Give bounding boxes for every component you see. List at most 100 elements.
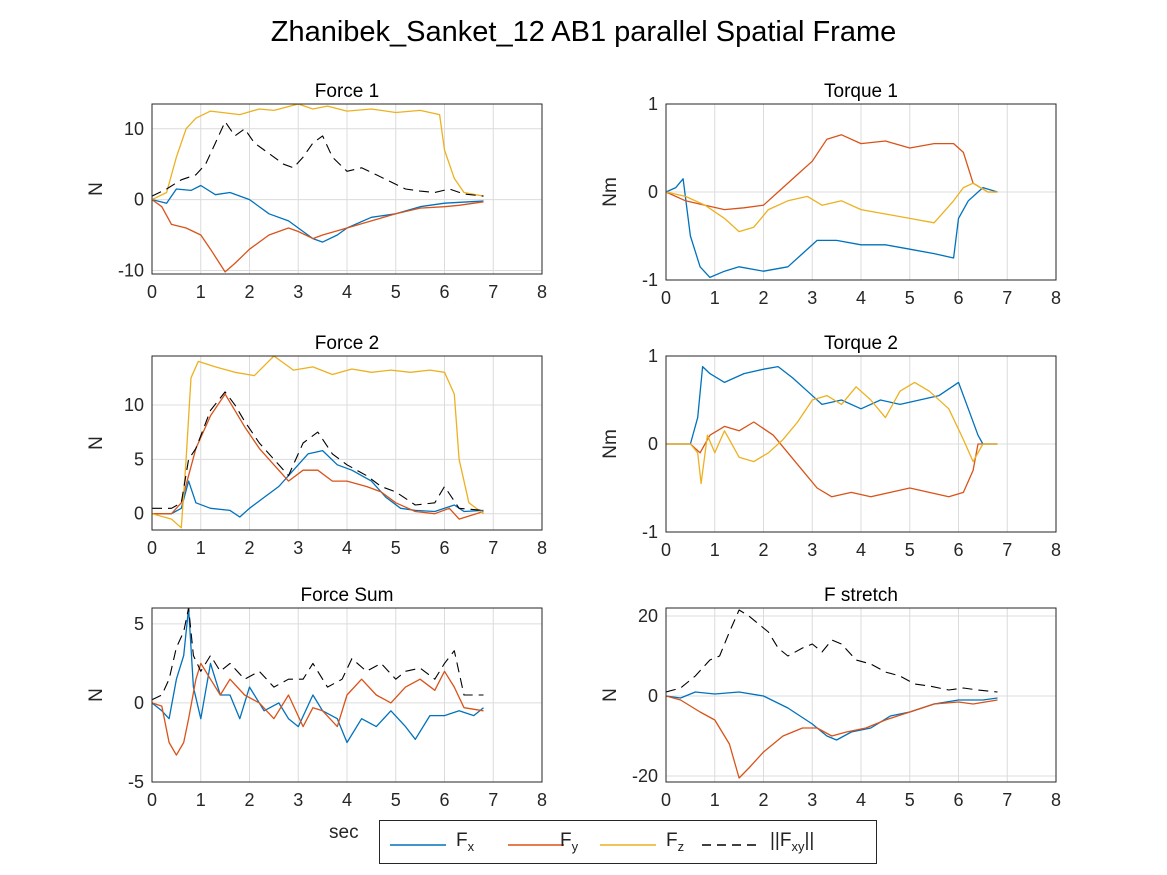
y-axis-label: N — [86, 436, 107, 450]
y-tick-label: 5 — [134, 614, 144, 634]
x-tick-label: 8 — [537, 790, 547, 810]
x-tick-label: 4 — [342, 790, 352, 810]
x-tick-label: 1 — [710, 540, 720, 560]
y-axis-label: N — [86, 688, 107, 702]
y-tick-label: -5 — [128, 772, 144, 792]
subplot-title: Force Sum — [301, 585, 394, 606]
x-tick-label: 5 — [905, 790, 915, 810]
y-tick-label: -1 — [642, 522, 658, 542]
x-tick-label: 4 — [856, 790, 866, 810]
legend-label: ||Fxy|| — [770, 830, 815, 854]
x-tick-label: 2 — [758, 540, 768, 560]
x-tick-label: 6 — [953, 540, 963, 560]
x-tick-label: 1 — [710, 790, 720, 810]
subplot-3: 0 1 2 3 4 5 6 7 8 0 5 10 Force 2 N — [86, 333, 547, 558]
series-line-fy — [666, 695, 998, 779]
y-axis-label: N — [86, 182, 107, 196]
figure-title: Zhanibek_Sanket_12 AB1 parallel Spatial … — [270, 16, 897, 48]
series-line-fz — [152, 356, 484, 529]
x-tick-label: 5 — [905, 540, 915, 560]
y-tick-label: 5 — [134, 449, 144, 469]
xlabel-left: sec — [329, 822, 359, 843]
x-tick-label: 2 — [758, 288, 768, 308]
subplot-title: Torque 2 — [824, 333, 898, 354]
x-tick-label: 3 — [293, 538, 303, 558]
x-tick-label: 3 — [293, 790, 303, 810]
y-tick-label: 0 — [134, 190, 144, 210]
x-tick-label: 4 — [856, 288, 866, 308]
axes-frame — [665, 607, 1057, 783]
axes-frame — [151, 355, 543, 531]
x-tick-label: 1 — [710, 288, 720, 308]
legend-item-fz: Fz — [380, 821, 876, 863]
y-tick-label: 0 — [134, 504, 144, 524]
x-tick-label: 2 — [244, 538, 254, 558]
x-tick-label: 2 — [244, 790, 254, 810]
x-tick-label: 2 — [758, 790, 768, 810]
x-tick-label: 7 — [1002, 288, 1012, 308]
x-tick-label: 3 — [807, 288, 817, 308]
x-tick-label: 2 — [244, 282, 254, 302]
x-tick-label: 5 — [905, 288, 915, 308]
series-line-fy — [152, 199, 484, 273]
x-tick-label: 8 — [1051, 540, 1061, 560]
y-axis-label: N — [600, 688, 621, 702]
series-line-fxy — [152, 121, 484, 197]
x-tick-label: 0 — [661, 790, 671, 810]
series-line-fx — [152, 184, 484, 243]
x-tick-label: 4 — [342, 538, 352, 558]
x-tick-label: 6 — [953, 288, 963, 308]
y-tick-label: 0 — [648, 434, 658, 454]
x-tick-label: 0 — [147, 538, 157, 558]
series-line-fz — [666, 381, 998, 485]
x-tick-label: 7 — [488, 282, 498, 302]
subplot-title: Force 2 — [315, 333, 379, 354]
legend-label: Fy — [560, 830, 579, 854]
legend-item-fxy: ||Fxy|| — [380, 821, 876, 863]
y-tick-label: 10 — [124, 119, 144, 139]
y-tick-label: -10 — [118, 260, 144, 280]
series-line-fy — [152, 393, 484, 520]
x-tick-label: 7 — [1002, 790, 1012, 810]
y-tick-label: -20 — [632, 766, 658, 786]
y-tick-label: 10 — [124, 395, 144, 415]
x-tick-label: 1 — [196, 282, 206, 302]
y-tick-label: 20 — [638, 606, 658, 626]
legend-item-fy: Fy — [380, 821, 876, 863]
x-tick-label: 6 — [439, 282, 449, 302]
x-tick-label: 6 — [439, 790, 449, 810]
axes-frame — [665, 355, 1057, 533]
x-tick-label: 3 — [807, 790, 817, 810]
y-axis-label: Nm — [600, 429, 621, 459]
x-tick-label: 8 — [1051, 288, 1061, 308]
x-tick-label: 7 — [1002, 540, 1012, 560]
x-tick-label: 3 — [807, 540, 817, 560]
x-tick-label: 6 — [439, 538, 449, 558]
legend-item-fx: Fx — [380, 821, 876, 863]
series-line-fx — [666, 365, 998, 445]
x-tick-label: 1 — [196, 790, 206, 810]
y-axis-label: Nm — [600, 177, 621, 207]
legend-label: Fz — [666, 830, 685, 854]
y-tick-label: 1 — [648, 346, 658, 366]
axes-frame — [151, 103, 543, 275]
x-tick-label: 5 — [391, 790, 401, 810]
x-tick-label: 6 — [953, 790, 963, 810]
x-tick-label: 0 — [147, 282, 157, 302]
series-line-fz — [152, 104, 484, 201]
x-tick-label: 8 — [1051, 790, 1061, 810]
y-tick-label: 1 — [648, 94, 658, 114]
series-line-fz — [666, 182, 998, 233]
legend-label: Fx — [456, 830, 475, 854]
series-line-fy — [666, 421, 998, 498]
x-tick-label: 8 — [537, 282, 547, 302]
x-tick-label: 7 — [488, 538, 498, 558]
series-line-fy — [666, 134, 998, 211]
x-tick-label: 5 — [391, 538, 401, 558]
series-line-fxy — [666, 609, 998, 693]
